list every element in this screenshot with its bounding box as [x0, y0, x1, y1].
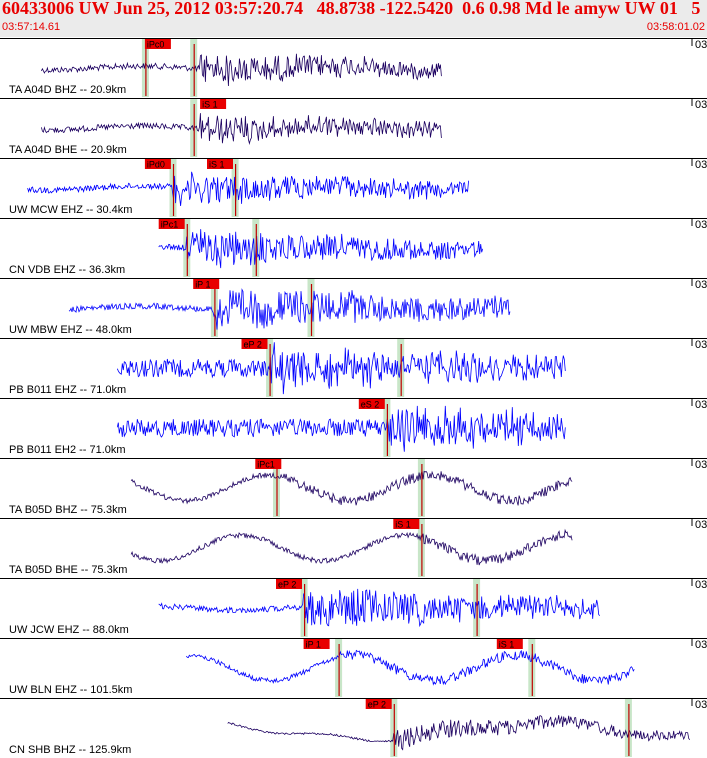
tick-label: 03 [695, 219, 707, 231]
trace-canvas: eP 2 [0, 338, 707, 397]
trace-canvas: iPc1 [0, 458, 707, 517]
waveform-trace [130, 528, 573, 566]
pick-label: iP 1 [195, 280, 210, 290]
pick-label-bg [276, 579, 302, 589]
pick-label-bg [255, 459, 282, 469]
pick-label-bg [365, 699, 392, 709]
pick-label: eP 2 [244, 340, 262, 350]
start-time: 03:57:14.61 [2, 21, 61, 33]
trace-canvas: eS 2 [0, 398, 707, 457]
tick-label: 03 [695, 339, 707, 351]
waveform-trace [158, 229, 484, 269]
trace-canvas: eP 2 [0, 698, 707, 757]
pick-label: eP 2 [368, 700, 386, 710]
trace-panel[interactable]: eP 2 CN SHB BHZ -- 125.9km 03 [0, 698, 707, 758]
pick-label-bg [393, 519, 420, 529]
pick-label: iPc1 [161, 220, 179, 230]
tick-label: 03 [695, 699, 707, 711]
trace-panel[interactable]: eP 2 PB B011 EHZ -- 71.0km 03 [0, 338, 707, 398]
channel-label: UW MBW EHZ -- 48.0km [9, 324, 132, 336]
pick-label-bg [303, 639, 330, 649]
waveform-trace [130, 470, 573, 506]
pick-label-bg [241, 339, 268, 349]
seismogram-panels: iPc0 TA A04D BHZ -- 20.9km 03 iS 1 TA A04D B… [0, 38, 707, 758]
trace-canvas: iS 1 [0, 518, 707, 577]
trace-canvas: iP 1 iS 1 [0, 638, 707, 697]
channel-label: UW BLN EHZ -- 101.5km [9, 684, 133, 696]
waveform-trace [185, 649, 635, 686]
end-time: 03:58:01.02 [646, 21, 705, 33]
pick-label-bg [158, 219, 185, 229]
trace-canvas: iPc0 [0, 38, 707, 97]
tick-label: 03 [695, 459, 707, 471]
pick-label-bg [144, 39, 171, 49]
trace-canvas: iPd0 iS 1 [0, 158, 707, 217]
pick-label: iPd0 [147, 160, 165, 170]
channel-label: TA A04D BHZ -- 20.9km [9, 84, 127, 96]
pick-label-bg [144, 159, 171, 169]
trace-panel[interactable]: iPd0 iS 1 UW MCW EHZ -- 30.4km 03 [0, 158, 707, 218]
trace-canvas: iP 1 [0, 278, 707, 337]
waveform-trace [27, 171, 469, 206]
tick-label: 03 [695, 159, 707, 171]
channel-label: TA B05D BHE -- 75.3km [9, 564, 128, 576]
pick-label: iPc0 [147, 40, 165, 50]
tick-label: 03 [695, 399, 707, 411]
waveform-trace [116, 405, 566, 452]
trace-panel[interactable]: iPc1 CN VDB EHZ -- 36.3km 03 [0, 218, 707, 278]
pick-label: iS 1 [499, 640, 515, 650]
pick-label: eS 2 [361, 400, 380, 410]
pick-label-bg [207, 159, 233, 169]
pick-label-bg [193, 279, 220, 289]
trace-canvas: iPc1 [0, 218, 707, 277]
channel-label: UW MCW EHZ -- 30.4km [9, 204, 133, 216]
tick-label: 03 [695, 519, 707, 531]
pick-label-bg [200, 99, 227, 109]
channel-label: PB B011 EH2 -- 71.0km [9, 444, 126, 456]
pick-label: iS 1 [209, 160, 225, 170]
trace-panel[interactable]: iP 1 iS 1 UW BLN EHZ -- 101.5km 03 [0, 638, 707, 698]
trace-panel[interactable]: iPc1 TA B05D BHZ -- 75.3km 03 [0, 458, 707, 518]
pick-label: iS 1 [202, 100, 218, 110]
waveform-trace [41, 53, 442, 87]
event-header: 60433006 UW Jun 25, 2012 03:57:20.74 48.… [0, 0, 707, 37]
trace-panel[interactable]: eP 2 UW JCW EHZ -- 88.0km 03 [0, 578, 707, 638]
event-title: 60433006 UW Jun 25, 2012 03:57:20.74 48.… [2, 0, 701, 18]
channel-label: PB B011 EHZ -- 71.0km [9, 384, 127, 396]
tick-label: 03 [695, 579, 707, 591]
waveform-trace [41, 113, 442, 145]
waveform-trace [68, 288, 511, 330]
trace-canvas: eP 2 [0, 578, 707, 637]
tick-label: 03 [695, 639, 707, 651]
waveform-trace [116, 342, 566, 395]
pick-label: iS 1 [395, 520, 411, 530]
pick-label-bg [496, 639, 523, 649]
tick-label: 03 [695, 99, 707, 111]
trace-panel[interactable]: iS 1 TA A04D BHE -- 20.9km 03 [0, 98, 707, 158]
tick-label: 03 [695, 39, 707, 51]
trace-panel[interactable]: eS 2 PB B011 EH2 -- 71.0km 03 [0, 398, 707, 458]
channel-label: CN VDB EHZ -- 36.3km [9, 264, 126, 276]
waveform-trace [158, 588, 601, 628]
trace-panel[interactable]: iS 1 TA B05D BHE -- 75.3km 03 [0, 518, 707, 578]
pick-label-bg [358, 399, 385, 409]
pick-label: iPc1 [257, 460, 275, 470]
trace-panel[interactable]: iP 1 UW MBW EHZ -- 48.0km 03 [0, 278, 707, 338]
tick-label: 03 [695, 279, 707, 291]
channel-label: TA B05D BHZ -- 75.3km [9, 504, 127, 516]
pick-label: eP 2 [278, 580, 296, 590]
waveform-trace [227, 715, 691, 751]
channel-label: TA A04D BHE -- 20.9km [9, 144, 127, 156]
channel-label: UW JCW EHZ -- 88.0km [9, 624, 129, 636]
pick-label: iP 1 [306, 640, 321, 650]
trace-canvas: iS 1 [0, 98, 707, 157]
trace-panel[interactable]: iPc0 TA A04D BHZ -- 20.9km 03 [0, 38, 707, 98]
channel-label: CN SHB BHZ -- 125.9km [9, 744, 132, 756]
